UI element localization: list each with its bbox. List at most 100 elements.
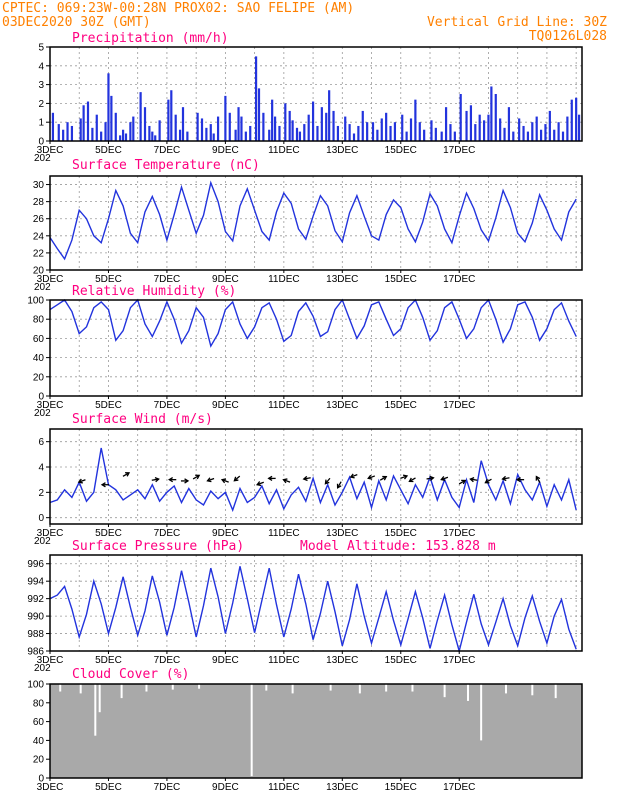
precip-bar [561, 131, 565, 141]
cloud-cover-drop [443, 684, 446, 698]
precip-bar [216, 116, 220, 141]
cloud-ytick-label: 60 [33, 717, 45, 728]
precip-bar [357, 125, 360, 141]
cloud-cover-drop [59, 684, 62, 692]
precip-bar [158, 120, 161, 141]
wind-arrowhead [256, 481, 262, 487]
temp-ytick-label: 28 [33, 197, 45, 208]
wind-arrowhead [233, 476, 239, 482]
precip-bar [178, 129, 182, 141]
panel-pressure: Surface Pressure (hPa) 986 988 990 992 994 996… [27, 539, 583, 674]
wind-arrowhead [206, 477, 212, 483]
precip-bar [336, 125, 340, 141]
cloud-cover-drop [505, 684, 507, 694]
rh-ytick-label: 80 [33, 315, 45, 326]
precip-xtick-label: 15DEC [385, 145, 417, 156]
precip-bar [70, 125, 74, 141]
wind-ytick-label: 2 [38, 488, 44, 499]
precip-bar [328, 90, 331, 141]
wind-frame [49, 428, 583, 525]
precip-bar [380, 118, 383, 141]
precip-bar [553, 129, 556, 141]
wind-arrowhead [429, 475, 435, 481]
panel-rh: Relative Humidity (%) 0 20 40 60 80 100 3DEC 5DE… [27, 284, 583, 419]
precip-bar [376, 129, 379, 141]
panels: Precipitation (mm/h) 0 1 2 3 4 5 3DEC 5DEC 7DEC 9D… [27, 31, 583, 793]
wind-arrowhead [349, 473, 355, 479]
precip-ytick-label: 1 [38, 118, 44, 129]
precip-title: Precipitation (mm/h) [72, 31, 229, 46]
temp-xtick-label: 7DEC [154, 274, 181, 285]
precip-bar [418, 122, 421, 141]
precip-bar [51, 112, 55, 141]
precip-bar [557, 122, 560, 141]
cloud-cover-drop [329, 684, 332, 691]
precip-bar [465, 110, 468, 141]
wind-series-line [49, 447, 577, 513]
precip-bar [170, 90, 173, 141]
temp-frame [49, 175, 583, 271]
wind-arrowhead [100, 482, 106, 488]
precip-bar [273, 116, 277, 141]
precip-bar [320, 107, 323, 141]
temp-ytick-label: 26 [33, 214, 45, 225]
rh-xtick-label: 5DEC [95, 400, 122, 411]
precip-bar [474, 124, 477, 141]
precip-bar [535, 116, 538, 141]
panel-wind: Surface Wind (m/s) 0 2 4 6 3DEC 5DEC 7DEC 9DEC 11… [34, 412, 583, 547]
precip-bar [544, 124, 547, 141]
cloud-cover-drop [531, 684, 534, 696]
precip-bar [148, 125, 151, 141]
precip-bar [371, 122, 375, 141]
precip-bar [332, 110, 335, 141]
precip-bar [224, 95, 227, 141]
precip-bar [107, 73, 110, 141]
rh-xtick-label: 7DEC [154, 400, 181, 411]
precip-bar [278, 125, 281, 141]
rh-xtick-label: 9DEC [212, 400, 239, 411]
precip-xtick-label: 9DEC [212, 145, 239, 156]
pressure-series-line [49, 566, 577, 654]
wind-arrowhead [336, 483, 342, 489]
cloud-ytick-label: 0 [38, 774, 44, 785]
wind-arrowhead [77, 478, 83, 484]
precip-bar [316, 125, 319, 141]
temp-xtick-label: 5DEC [95, 274, 122, 285]
panel-cloud: Cloud Cover (%) 0 20 40 60 80 100 3DEC 5DEC 7DEC 9… [27, 667, 583, 793]
precip-bar [401, 114, 404, 141]
cloud-cover-drop [145, 684, 148, 692]
cloud-cover-drop [120, 684, 123, 699]
temp-ytick-label: 20 [33, 266, 45, 277]
temp-xtick-label: 11DEC [268, 274, 300, 285]
wind-arrowhead [367, 474, 373, 480]
precip-xtick-label: 3DEC [37, 145, 64, 156]
precip-bar [181, 107, 185, 141]
rh-year-label: 202 [34, 408, 51, 419]
temp-xtick-label: 3DEC [37, 274, 64, 285]
cloud-title: Cloud Cover (%) [72, 667, 189, 682]
precip-bar [209, 124, 212, 141]
precip-bar [307, 114, 310, 141]
precip-frame [49, 46, 583, 142]
rh-xtick-label: 13DEC [326, 400, 358, 411]
precip-bar [539, 129, 543, 141]
wind-title: Surface Wind (m/s) [72, 412, 213, 427]
wind-arrowhead [168, 477, 174, 483]
wind-arrowhead [501, 475, 507, 482]
precip-bar [154, 135, 157, 141]
rh-xtick-label: 11DEC [268, 400, 300, 411]
cloud-cover-drop [554, 684, 557, 699]
header-date: 03DEC2020 30Z (GMT) [2, 15, 151, 30]
cloud-xtick-label: 15DEC [385, 782, 417, 793]
panel-precip: Precipitation (mm/h) 0 1 2 3 4 5 3DEC 5DEC 7DEC 9D… [34, 31, 583, 164]
precip-bar [240, 116, 243, 141]
precip-bar [507, 107, 511, 141]
precip-bar [575, 97, 578, 141]
precip-bar [288, 110, 291, 141]
rh-xtick-label: 17DEC [443, 400, 475, 411]
rh-xtick-label: 3DEC [37, 400, 64, 411]
precip-bar [110, 95, 113, 141]
precip-bar [95, 114, 98, 141]
cloud-cover-drop [411, 684, 414, 692]
pressure-xtick-label: 15DEC [385, 655, 417, 666]
